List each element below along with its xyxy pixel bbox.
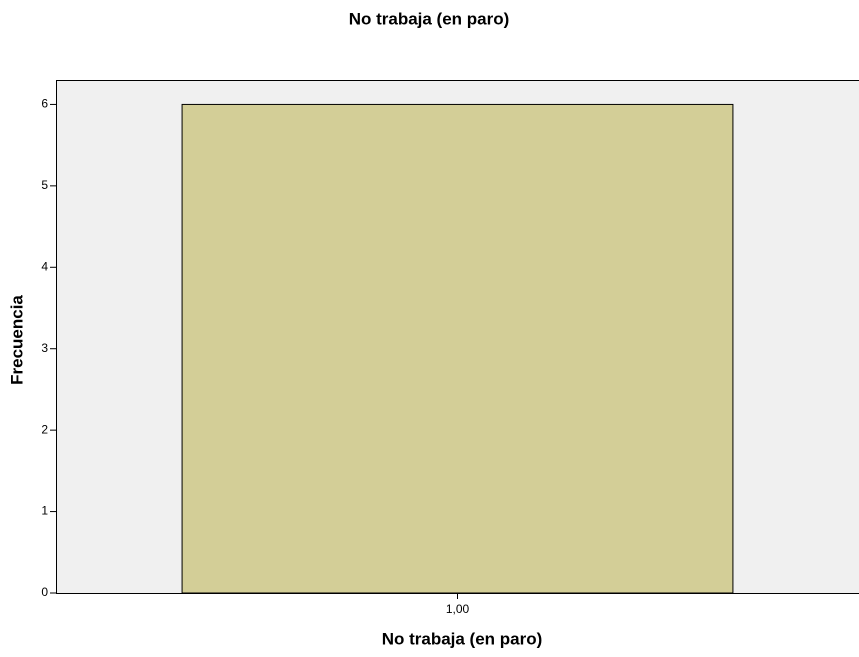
y-tick-label: 3 [41,341,48,355]
y-tick-label: 2 [41,422,48,436]
y-tick-label: 6 [41,97,48,111]
x-tick-label: 1,00 [446,602,470,616]
y-axis-label: Frecuencia [7,295,26,385]
y-tick-label: 0 [41,585,48,599]
y-tick-label: 4 [41,259,48,273]
chart-title: No trabaja (en paro) [349,9,510,28]
x-axis-label: No trabaja (en paro) [382,629,543,648]
bar [181,103,734,594]
y-tick-label: 1 [41,504,48,518]
y-tick-label: 5 [41,178,48,192]
